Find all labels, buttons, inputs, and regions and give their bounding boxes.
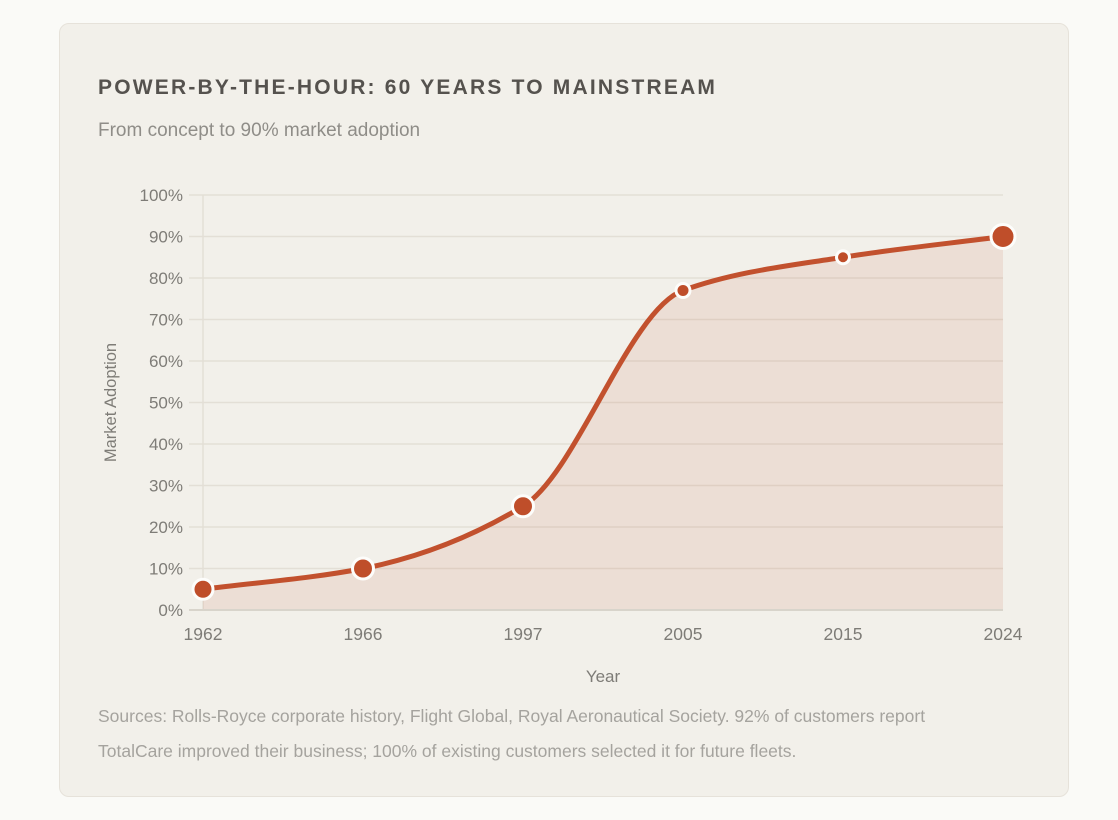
y-tick-label: 0%	[158, 601, 183, 620]
y-tick-label: 80%	[149, 269, 183, 288]
source-note: Sources: Rolls-Royce corporate history, …	[98, 706, 926, 761]
y-axis-title: Market Adoption	[102, 343, 120, 462]
x-tick-label: 1962	[184, 624, 223, 644]
adoption-area-chart: 0% 10% 20% 30% 40% 50% 60% 70% 80% 90% 100% 1962 196…	[102, 186, 1023, 686]
chart-title: POWER-BY-THE-HOUR: 60 YEARS TO MAINSTREA…	[98, 76, 718, 99]
y-tick-label: 60%	[149, 352, 183, 371]
data-point-2005	[674, 281, 692, 299]
chart-card: POWER-BY-THE-HOUR: 60 YEARS TO MAINSTREA…	[59, 23, 1069, 797]
x-tick-label: 1966	[344, 624, 383, 644]
x-tick-label: 2015	[824, 624, 863, 644]
x-tick-label: 1997	[504, 624, 543, 644]
y-tick-label: 30%	[149, 477, 183, 496]
x-axis-title: Year	[586, 667, 621, 686]
data-point-2024	[989, 223, 1017, 250]
y-tick-label: 50%	[149, 394, 183, 413]
y-tick-label: 100%	[140, 186, 183, 205]
y-tick-label: 70%	[149, 311, 183, 330]
y-tick-label: 40%	[149, 435, 183, 454]
x-tick-label: 2005	[664, 624, 703, 644]
data-point-1966	[351, 556, 375, 581]
y-tick-label: 10%	[149, 560, 183, 579]
data-point-2015	[835, 249, 851, 266]
y-tick-label: 90%	[149, 228, 183, 247]
x-tick-label: 2024	[984, 624, 1023, 644]
y-tick-label: 20%	[149, 518, 183, 537]
chart-subtitle: From concept to 90% market adoption	[98, 120, 421, 141]
data-point-1962	[191, 577, 215, 601]
area-fill	[203, 236, 1003, 610]
data-point-1997	[511, 494, 535, 519]
